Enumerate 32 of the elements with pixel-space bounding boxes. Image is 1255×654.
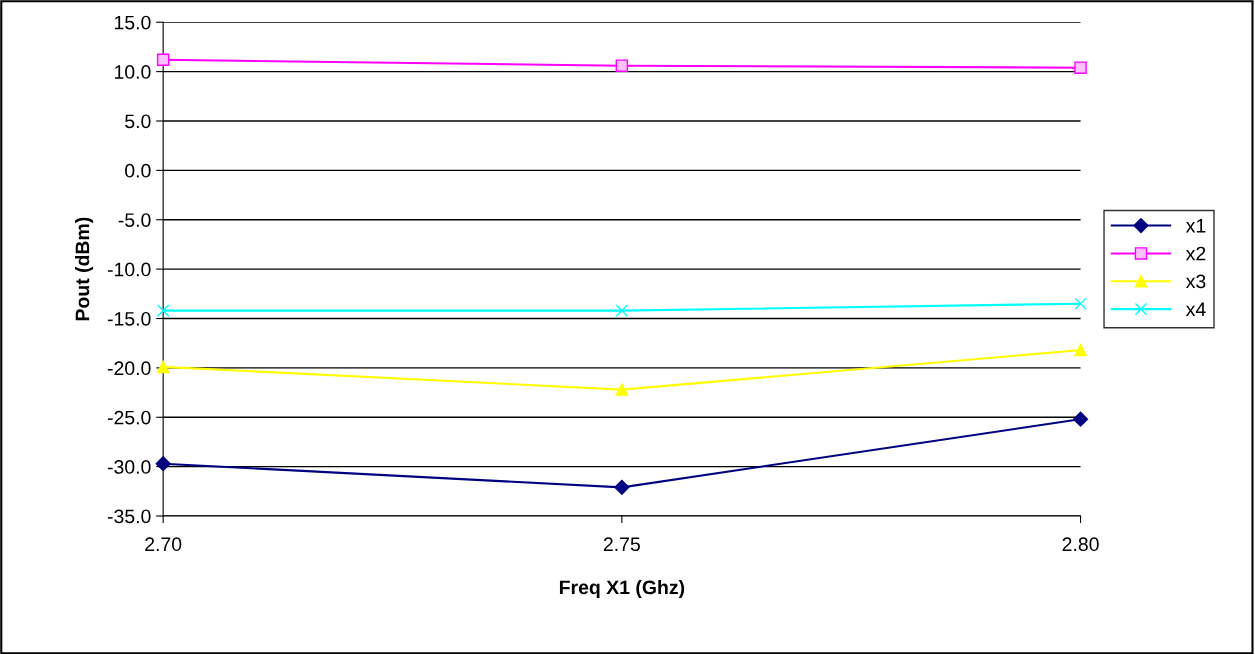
y-tick-label: -35.0 — [107, 509, 151, 524]
legend-label: x1 — [1185, 219, 1206, 233]
point — [1072, 411, 1089, 427]
y-tick-label: 10.0 — [114, 65, 151, 79]
y-tick-label: 15.0 — [114, 15, 151, 30]
point — [614, 479, 630, 495]
y-tick-label: -30.0 — [107, 460, 151, 474]
x-tick-label: 2.70 — [145, 537, 182, 552]
point — [615, 304, 629, 317]
point — [1074, 343, 1087, 357]
y-tick-label: -5.0 — [118, 213, 151, 227]
y-tick-label: -25.0 — [107, 410, 151, 425]
point — [1074, 61, 1087, 74]
x-axis-title: Freq X1 (Ghz) — [559, 579, 685, 599]
y-tick-label: 0.0 — [125, 163, 151, 178]
y-tick-label: 5.0 — [125, 114, 151, 129]
legend-label: x4 — [1185, 302, 1206, 316]
x-tick-label: 2.75 — [603, 537, 640, 552]
y-axis-title: Pout (dBm) — [75, 217, 94, 321]
point — [1074, 297, 1087, 310]
legend-label: x2 — [1185, 246, 1206, 261]
y-tick-label: -15.0 — [107, 311, 151, 326]
point — [155, 456, 171, 472]
point — [615, 383, 629, 396]
legend-label: x3 — [1185, 274, 1206, 289]
point — [156, 304, 170, 317]
y-tick-label: -20.0 — [107, 361, 151, 376]
point — [156, 53, 170, 67]
point — [615, 59, 629, 72]
y-tick-label: -10.0 — [107, 262, 151, 277]
point — [156, 360, 170, 374]
x-tick-label: 2.80 — [1062, 537, 1099, 552]
